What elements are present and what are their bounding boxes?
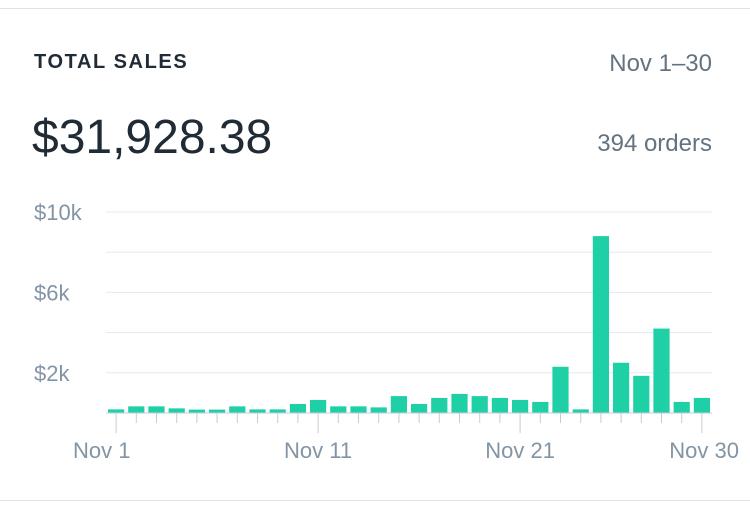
bar (673, 401, 690, 413)
bar (229, 406, 246, 413)
bar (613, 362, 630, 413)
bar (491, 397, 508, 413)
y-tick-label: $6k (34, 280, 70, 305)
bar (572, 409, 589, 413)
bar (653, 328, 670, 413)
total-sales-value: $31,928.38 (32, 111, 273, 164)
bar (108, 409, 125, 413)
bar (552, 366, 569, 413)
bar (350, 406, 367, 413)
bar (289, 403, 306, 413)
bar (209, 409, 226, 413)
bar (249, 409, 266, 413)
x-tick-label: Nov 30 (669, 438, 739, 463)
x-tick-label: Nov 11 (284, 438, 352, 463)
y-tick-label: $10k (34, 200, 83, 225)
x-tick-label: Nov 1 (73, 438, 130, 463)
bar (431, 397, 448, 413)
bar (269, 409, 286, 413)
bar (310, 399, 327, 413)
y-tick-label: $2k (34, 361, 70, 386)
total-sales-card (0, 8, 750, 501)
bar (451, 393, 468, 413)
bar (512, 399, 529, 413)
date-range[interactable]: Nov 1–30 (609, 50, 712, 77)
bar (532, 401, 549, 413)
bar (168, 408, 185, 413)
bar (128, 406, 145, 413)
orders-count: 394 orders (597, 130, 712, 157)
bar (188, 409, 205, 413)
bar (471, 396, 488, 413)
bar (633, 375, 650, 413)
bar (390, 396, 407, 413)
bar (693, 397, 710, 413)
card-title: TOTAL SALES (34, 51, 189, 73)
x-tick-label: Nov 21 (485, 438, 555, 463)
bar (411, 403, 428, 413)
bar (370, 407, 387, 413)
bar (330, 406, 347, 413)
bar (148, 406, 165, 413)
bar (592, 236, 609, 413)
